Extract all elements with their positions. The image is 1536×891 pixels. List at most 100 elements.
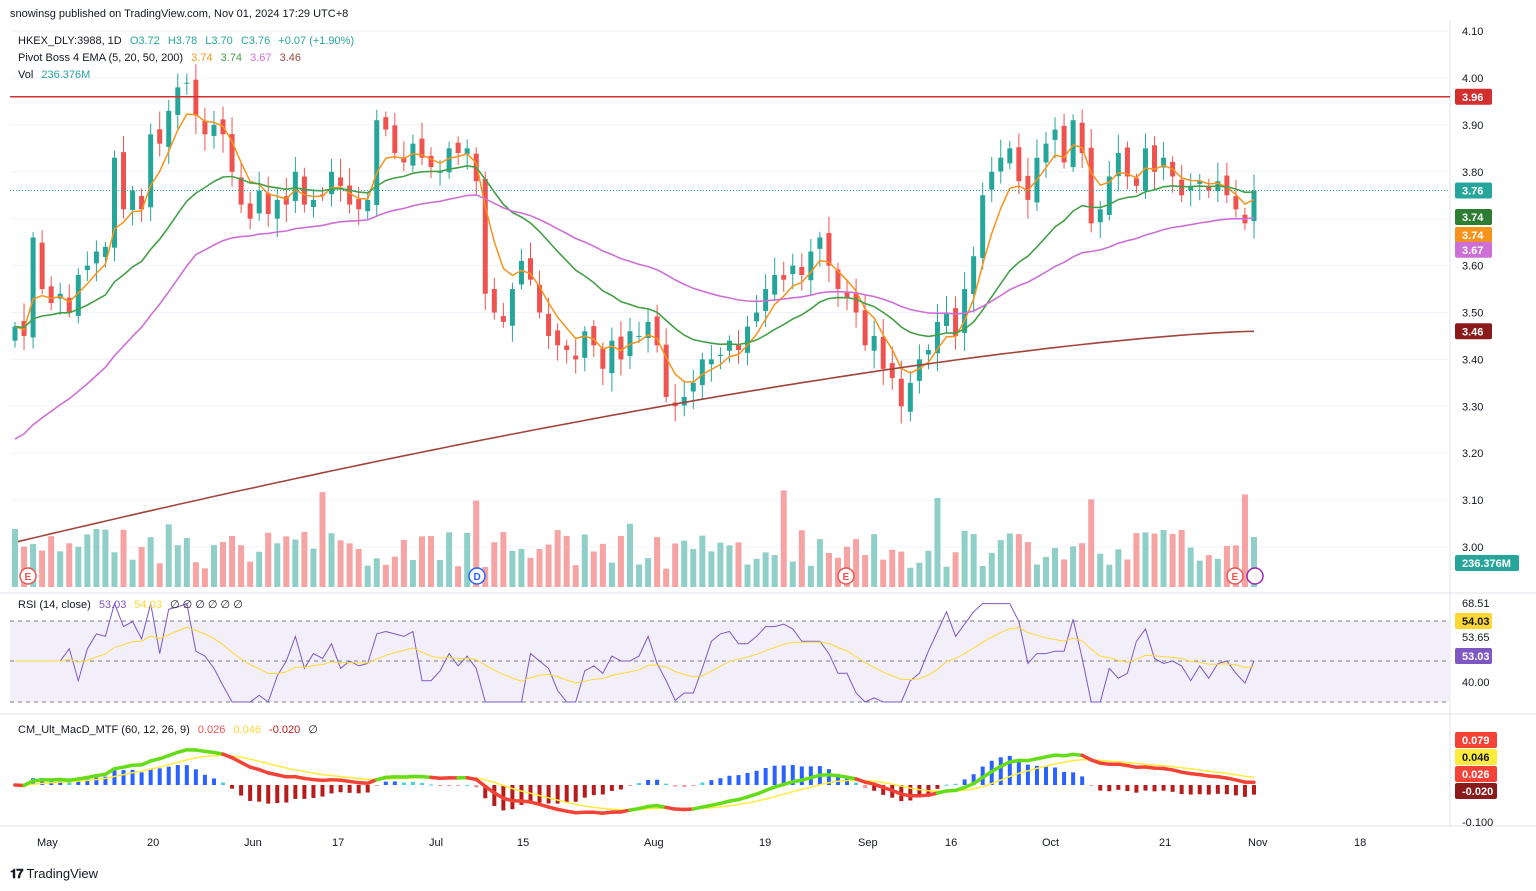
volume-bar <box>66 543 73 587</box>
volume-bar <box>1052 547 1059 587</box>
candle-body <box>365 199 371 212</box>
legend-vol-title[interactable]: Vol <box>18 69 34 81</box>
macd-histogram-bar <box>221 782 226 785</box>
candle-body <box>319 194 325 196</box>
time-tick-label: 21 <box>1159 837 1171 849</box>
ema50-line <box>14 194 1255 440</box>
rsi-title[interactable]: RSI (14, close) <box>18 599 91 611</box>
volume-bar <box>807 565 814 587</box>
volume-bar <box>39 550 46 587</box>
candle-body <box>102 246 108 257</box>
candle-body <box>998 157 1004 172</box>
macd-histogram-bar <box>465 784 470 786</box>
macd-histogram-bar <box>1252 785 1256 795</box>
macd-histogram-bar <box>600 785 605 795</box>
macd-histogram-bar <box>1242 785 1247 797</box>
price-tick-label: 3.80 <box>1462 167 1483 179</box>
candle-body <box>537 284 543 313</box>
candle-body <box>1152 145 1158 172</box>
candle-body <box>310 199 316 208</box>
price-tick-label: 4.00 <box>1462 73 1483 85</box>
macd-histogram-bar <box>157 768 162 785</box>
event-marker <box>19 567 37 585</box>
volume-bar <box>446 532 453 587</box>
legend-ema-title[interactable]: Pivot Boss 4 EMA (5, 20, 50, 200) <box>18 52 184 64</box>
macd-histogram-bar <box>962 779 967 785</box>
macd-histogram-bar <box>410 781 415 785</box>
volume-bar <box>916 562 923 587</box>
legend-symbol[interactable]: HKEX_DLY:3988, 1D <box>18 35 122 47</box>
candle-body <box>971 256 977 295</box>
macd-value: 0.026 <box>197 724 226 736</box>
price-tick-label: 3.30 <box>1462 401 1483 413</box>
macd-histogram-bar <box>284 785 289 803</box>
rsi-value: 53.03 <box>98 599 127 611</box>
volume-bar <box>220 542 227 587</box>
macd-histogram-bar <box>383 781 388 785</box>
macd-histogram-bar <box>1053 767 1058 785</box>
volume-bar <box>925 550 932 587</box>
macd-histogram-bar <box>736 775 741 785</box>
volume-bar <box>1042 556 1049 587</box>
candle-body <box>934 321 940 354</box>
volume-bar <box>12 529 18 587</box>
macd-histogram-bar <box>609 785 614 791</box>
rsi-tick-label: 40.00 <box>1462 677 1490 689</box>
candle-body <box>175 87 181 115</box>
volume-bar <box>645 558 652 587</box>
macd-histogram-bar <box>293 785 298 799</box>
macd-histogram-bar <box>1125 785 1130 792</box>
macd-histogram-bar <box>166 766 171 785</box>
candle-body <box>944 312 950 327</box>
candle-body <box>835 269 841 290</box>
volume-bar <box>418 536 425 587</box>
macd-histogram-bar <box>926 785 931 794</box>
macd-histogram-bar <box>211 778 216 785</box>
volume-bar <box>699 535 706 587</box>
volume-bar <box>636 564 643 587</box>
candle-body <box>880 336 886 369</box>
candle-body <box>437 171 443 173</box>
macd-histogram-bar <box>1170 785 1175 792</box>
volume-bar <box>1196 560 1203 587</box>
macd-histogram-bar <box>230 785 235 789</box>
candle-body <box>1079 122 1085 154</box>
tradingview-logo[interactable]: 𝟏𝟕 TradingView <box>10 866 98 882</box>
rsi-legend: RSI (14, close) 53.03 54.03 ∅ ∅ ∅ ∅ ∅ ∅ <box>18 598 248 611</box>
time-tick-label: 15 <box>517 837 529 849</box>
candle-body <box>1043 143 1049 163</box>
macd-histogram-bar <box>799 766 804 785</box>
candle-body <box>1016 147 1022 182</box>
candle-body <box>600 348 606 369</box>
macd-title[interactable]: CM_Ult_MacD_MTF (60, 12, 26, 9) <box>18 724 190 736</box>
legend-ema50-value: 3.67 <box>250 52 272 64</box>
volume-bar <box>283 536 290 587</box>
volume-bar <box>961 530 968 587</box>
macd-histogram-bar <box>374 785 379 786</box>
volume-bar <box>491 542 498 587</box>
macd-histogram-bar <box>1043 766 1048 785</box>
macd-signal-value: 0.046 <box>233 724 261 736</box>
volume-bar <box>545 544 552 587</box>
candle-body <box>347 185 353 205</box>
last-price-label-bg <box>1455 182 1492 199</box>
macd-histogram-bar <box>1116 785 1121 790</box>
volume-bar <box>1097 553 1104 587</box>
candle-body <box>1088 147 1094 224</box>
macd-line-segment <box>483 784 497 795</box>
volume-bar <box>382 564 389 587</box>
time-tick-label: May <box>37 837 58 849</box>
macd-histogram-bar <box>573 785 578 802</box>
volume-bar <box>608 562 615 587</box>
volume-bar <box>798 530 805 587</box>
volume-bar <box>1088 499 1095 587</box>
volume-bar <box>834 557 841 587</box>
candle-body <box>1251 190 1257 222</box>
candle-body <box>75 274 81 316</box>
rsi-ma-axis-label: 54.03 <box>1462 616 1490 628</box>
volume-bar <box>319 492 326 587</box>
candle-body <box>582 331 588 358</box>
macd-histogram-bar <box>935 785 940 789</box>
macd-histogram-bar <box>917 785 922 798</box>
